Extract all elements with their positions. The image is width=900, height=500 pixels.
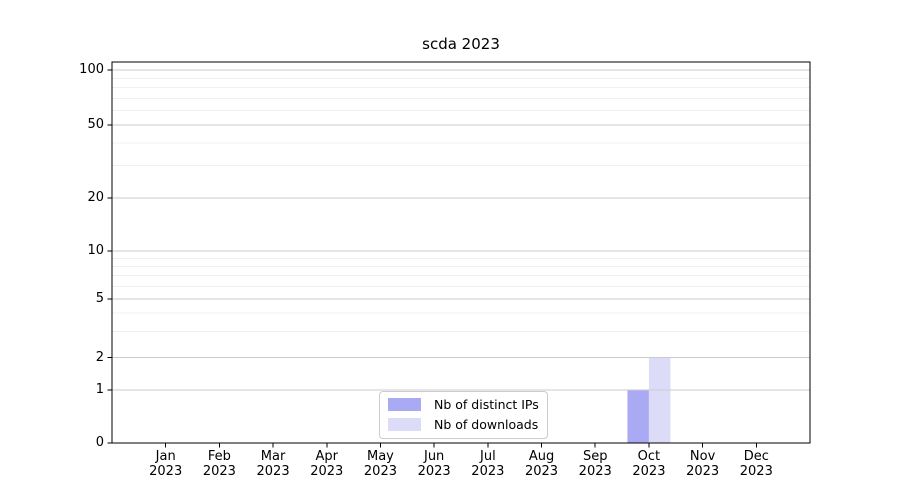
x-tick-label: Oct 2023 bbox=[632, 449, 666, 479]
y-tick-label: 2 bbox=[95, 349, 104, 365]
x-tick-label: Sep 2023 bbox=[578, 449, 612, 479]
y-tick-label: 10 bbox=[87, 243, 104, 258]
x-tick-label: Aug 2023 bbox=[524, 449, 559, 479]
chart-title: scda 2023 bbox=[422, 35, 500, 53]
legend-swatch-nb-of-distinct-ips bbox=[388, 398, 421, 411]
plot-border bbox=[111, 61, 811, 444]
x-tick-label: Jun 2023 bbox=[417, 449, 451, 479]
x-tick-label: Nov 2023 bbox=[686, 449, 720, 479]
y-tick-label: 20 bbox=[87, 190, 104, 205]
x-tick-label: Jan 2023 bbox=[149, 449, 183, 479]
legend-swatch-nb-of-downloads bbox=[388, 418, 421, 431]
bar-nb-of-distinct-ips bbox=[627, 390, 649, 443]
legend-label: Nb of distinct IPs bbox=[434, 397, 539, 412]
legend-entry: Nb of downloads bbox=[388, 416, 539, 433]
legend: Nb of distinct IPs Nb of downloads bbox=[379, 391, 548, 439]
y-tick-label: 1 bbox=[95, 382, 104, 397]
x-tick-label: Dec 2023 bbox=[739, 449, 773, 479]
y-tick-label: 50 bbox=[87, 117, 104, 132]
y-tick-label: 100 bbox=[79, 62, 104, 77]
x-tick-label: Apr 2023 bbox=[310, 449, 344, 479]
x-tick-label: Jul 2023 bbox=[471, 449, 505, 479]
bar-nb-of-downloads bbox=[648, 357, 671, 443]
legend-label: Nb of downloads bbox=[434, 417, 539, 432]
x-tick-label: May 2023 bbox=[363, 449, 397, 479]
x-tick-label: Feb 2023 bbox=[202, 449, 236, 479]
legend-entry: Nb of distinct IPs bbox=[388, 396, 539, 413]
x-tick-label: Mar 2023 bbox=[256, 449, 290, 479]
y-tick-label: 0 bbox=[95, 435, 104, 450]
y-tick-label: 5 bbox=[95, 291, 104, 306]
